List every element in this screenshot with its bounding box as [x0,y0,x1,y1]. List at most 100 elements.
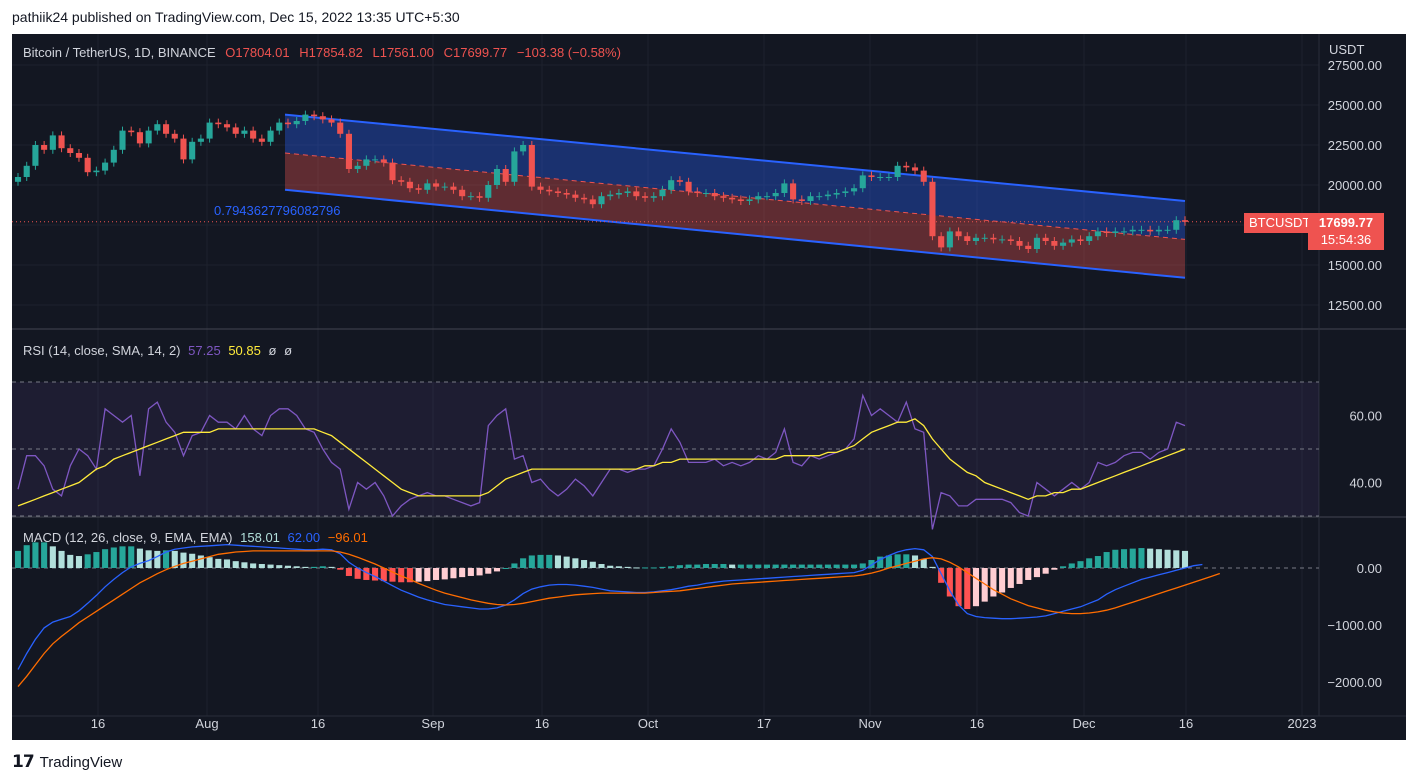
symbol-label[interactable]: Bitcoin / TetherUS, 1D, BINANCE [23,45,216,60]
rsi-title[interactable]: RSI (14, close, SMA, 14, 2) [23,343,181,358]
time-axis-tick: Oct [638,716,659,731]
macd-histogram-bar [84,554,91,568]
channel-bottom-line [284,188,1186,279]
macd-histogram-bar [502,568,509,569]
candle-body [911,167,919,171]
macd-histogram-bar [807,564,814,568]
macd-histogram-bar [842,564,849,568]
candle-body [389,162,396,181]
macd-histogram-bar [790,564,797,568]
candle-body [215,122,222,125]
candle-body [920,170,927,182]
candle-body [354,165,361,169]
candle-body [1138,229,1145,231]
macd-histogram-bar [1016,568,1023,584]
macd-histogram-bar [554,555,562,568]
publisher-line: pathiik24 published on TradingView.com, … [12,9,460,25]
macd-histogram-bar [563,556,570,568]
candle-body [1181,220,1189,222]
macd-title[interactable]: MACD (12, 26, close, 9, EMA, EMA) [23,530,233,545]
candle-body [23,165,30,177]
candle-body [1155,229,1162,232]
candle-body [302,114,309,121]
macd-histogram-bar [23,545,30,568]
macd-histogram-bar [1112,549,1119,568]
macd-histogram-bar [833,564,840,568]
price-axis-tick: 25000.00 [1328,98,1382,113]
candle-body [128,130,135,133]
candle-body [493,169,501,185]
macd-histogram-bar [389,568,396,582]
candle-body [729,197,736,200]
rsi-empty-1: ø [268,343,277,358]
rsi-band-fill [12,382,1319,516]
candle-body [572,194,579,198]
macd-histogram-bar [746,564,753,568]
candle-body [641,196,649,198]
candle-body [502,169,509,182]
macd-hist-value: 158.01 [240,530,280,545]
candle-body [668,180,675,190]
macd-histogram-bar [955,568,962,607]
candle-body [763,196,771,198]
bar-countdown: 15:54:36 [1320,232,1372,247]
macd-histogram-bar [676,565,683,568]
candle-body [737,199,744,201]
macd-signal-value: −96.01 [327,530,368,545]
macd-histogram-bar [424,568,431,582]
macd-histogram-bar [75,556,83,568]
macd-histogram-bar [102,549,109,568]
macd-histogram-bar [1025,568,1032,580]
main-legend: Bitcoin / TetherUS, 1D, BINANCE O17804.0… [23,45,621,60]
candle-body [824,194,831,197]
macd-histogram-bar [729,564,736,568]
chart-canvas[interactable]: 27500.0025000.0022500.0020000.0017500.00… [12,34,1406,740]
candle-body [1016,241,1023,246]
last-price: 17699.77 [1318,215,1374,230]
macd-histogram-bar [1181,550,1189,568]
macd-histogram-bar [920,558,927,568]
macd-axis-tick: −2000.00 [1327,675,1382,690]
candle-body [720,196,727,198]
macd-histogram-bar [302,566,309,568]
candle-body [119,130,126,150]
macd-histogram-bar [311,566,318,568]
macd-histogram-bar [493,568,501,572]
macd-histogram-bar [737,564,744,568]
macd-histogram-bar [572,558,579,568]
macd-histogram-bar [293,566,300,568]
macd-histogram-bar [1120,549,1128,568]
tradingview-brand[interactable]: 17 TradingView [12,752,122,772]
macd-histogram-bar [250,563,257,568]
candle-body [424,183,431,190]
macd-histogram-bar [337,568,344,570]
candle-body [1007,239,1014,241]
macd-histogram-bar [1033,568,1040,578]
macd-histogram-bar [476,568,483,576]
macd-histogram-bar [702,564,710,568]
candle-body [258,138,265,142]
macd-histogram-bar [972,568,980,607]
macd-histogram-bar [241,562,248,568]
macd-histogram-bar [650,567,657,569]
macd-histogram-bar [415,568,422,582]
candle-body [833,193,840,195]
macd-histogram-bar [354,568,361,579]
macd-histogram-bar [485,568,492,574]
candle-body [154,124,161,131]
candle-body [1086,236,1093,241]
macd-histogram-bar [668,566,675,568]
candle-body [415,188,422,190]
macd-histogram-bar [41,542,48,568]
macd-histogram-bar [1155,549,1162,568]
macd-histogram-bar [380,568,387,582]
candle-body [894,165,901,177]
candle-body [319,116,326,120]
macd-histogram-bar [180,552,187,568]
candle-body [929,181,936,237]
macd-histogram-bar [136,548,143,568]
macd-histogram-bar [441,568,448,580]
candle-body [981,237,988,239]
candle-body [694,191,701,193]
candle-body [990,237,997,240]
